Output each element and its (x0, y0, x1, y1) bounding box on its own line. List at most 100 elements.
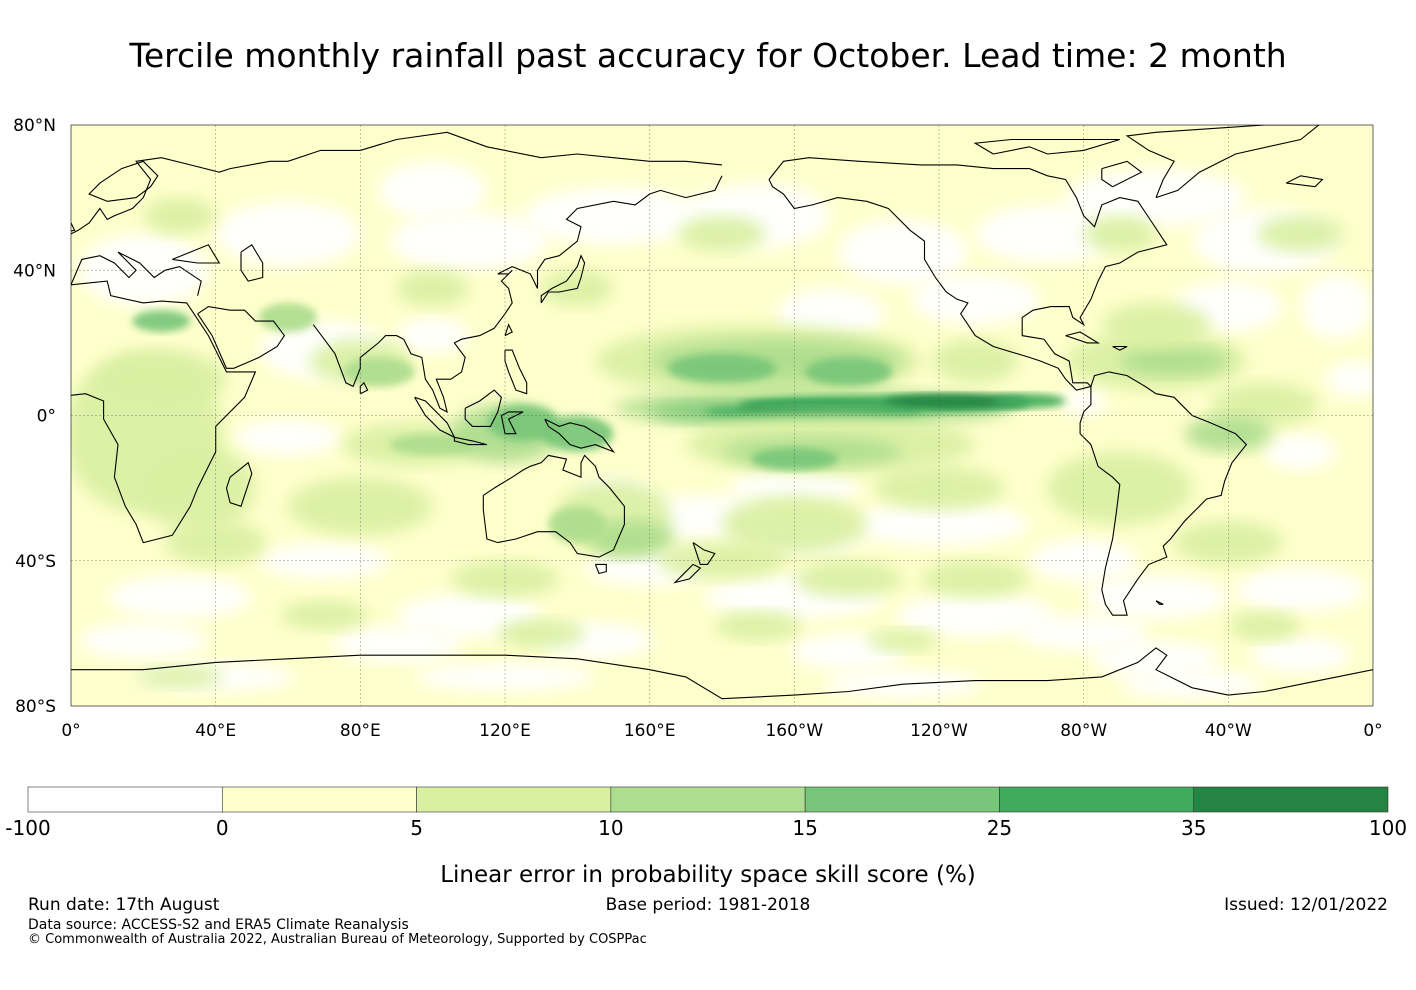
lat-tick-label: 80°S (15, 697, 56, 717)
negative-skill-region (378, 161, 487, 220)
positive-skill-region (1257, 215, 1345, 253)
coastline (403, 175, 723, 413)
positive-skill-region (143, 197, 216, 234)
colorbar-tick: 15 (792, 816, 817, 840)
map-canvas: 80°N 40°N 0° 40°S 80°S 0° 40°E 80°E 120°E 160°E 1… (13, 116, 1383, 741)
positive-skill-region (1228, 611, 1301, 641)
positive-skill-region (136, 666, 223, 688)
positive-skill-region (931, 339, 1019, 383)
negative-skill-region (1065, 168, 1247, 227)
lat-tick-label: 40°N (13, 261, 56, 281)
run-date: Run date: 17th August (28, 895, 220, 915)
colorbar-tick-labels: -100 0 5 10 15 25 35 100 (5, 816, 1407, 840)
negative-skill-region (1119, 669, 1265, 699)
negative-skill-region (1061, 386, 1106, 416)
negative-skill-region (1235, 568, 1366, 612)
coastline (312, 324, 404, 388)
negative-skill-region (331, 626, 462, 663)
colorbar-segments (27, 786, 1389, 813)
coastline (504, 323, 513, 337)
coastline (504, 349, 528, 395)
coastline (464, 389, 503, 427)
colorbar-tick: 10 (598, 816, 623, 840)
negative-skill-region (910, 273, 1041, 325)
colorbar-tick: 5 (410, 816, 423, 840)
lat-tick-label: 40°S (15, 552, 56, 572)
positive-skill-region (866, 629, 939, 652)
positive-skill-region (656, 542, 788, 579)
coastline (768, 157, 1168, 391)
colorbar: -100 0 5 10 15 25 35 100 (0, 775, 1416, 875)
coastline (71, 647, 1373, 700)
map-gridlines (71, 125, 1373, 706)
negative-skill-region (107, 575, 252, 619)
map-frame (70, 124, 1374, 707)
coastlines (71, 125, 1373, 700)
lon-tick-label: 40°E (195, 721, 236, 741)
positive-skill-region (132, 310, 191, 332)
positive-skill-region (794, 560, 903, 598)
lon-tick-label: 80°W (1060, 721, 1107, 741)
coastline (594, 563, 607, 575)
colorbar-segment (221, 786, 417, 813)
coastline (482, 454, 625, 558)
negative-skill-region (78, 622, 209, 659)
negative-skill-region (848, 502, 1030, 547)
positive-skill-region (805, 357, 892, 387)
coastline (172, 244, 221, 264)
lon-tick-label: 80°E (340, 721, 381, 741)
positive-skill-region (873, 466, 1005, 510)
latitude-labels: 80°N 40°N 0° 40°S 80°S (13, 116, 56, 717)
coastline (1065, 331, 1101, 344)
skill-map: 80°N 40°N 0° 40°S 80°S 0° 40°E 80°E 120°E 160°E 1… (0, 110, 1416, 750)
colorbar-tick: 25 (987, 816, 1012, 840)
lon-tick-label: 160°W (765, 721, 823, 741)
positive-skill-region (678, 215, 766, 253)
negative-skill-region (1325, 361, 1373, 398)
coastline (359, 381, 369, 395)
coastline (1101, 160, 1143, 188)
negative-skill-region (396, 317, 469, 354)
negative-skill-region (389, 212, 549, 271)
coastline (1112, 345, 1128, 351)
positive-skill-region (750, 448, 838, 470)
coastline (540, 254, 586, 304)
lat-tick-label: 80°N (13, 116, 56, 136)
coastline (71, 222, 76, 232)
colorbar-segment (610, 786, 806, 813)
negative-skill-region (1250, 637, 1352, 674)
positive-skill-region (722, 495, 867, 554)
lon-tick-label: 120°E (479, 721, 531, 741)
negative-skill-region (975, 204, 1120, 263)
negative-skill-region (233, 419, 343, 456)
lon-tick-label: 160°E (624, 721, 676, 741)
negative-skill-region (523, 186, 704, 245)
coastline (544, 418, 616, 454)
negative-skill-region (837, 219, 968, 285)
positive-skill-region (993, 393, 1066, 409)
negative-skill-region (895, 593, 1055, 638)
negative-skill-region (215, 201, 361, 267)
negative-skill-region (1264, 433, 1337, 470)
issued-date: Issued: 12/01/2022 (1224, 895, 1388, 915)
coastline (1079, 371, 1248, 616)
coastline (71, 131, 723, 235)
lon-tick-label: 40°W (1205, 721, 1252, 741)
copyright-notice: © Commonwealth of Australia 2022, Austra… (28, 932, 647, 947)
data-source: Data source: ACCESS-S2 and ERA5 Climate … (28, 917, 409, 933)
longitude-labels: 0° 40°E 80°E 120°E 160°E 160°W 120°W 80°W 40°W 0° (61, 721, 1382, 741)
positive-skill-region (280, 600, 368, 630)
coastline (1125, 125, 1320, 199)
positive-skill-region (259, 302, 317, 332)
positive-skill-region (396, 270, 469, 307)
positive-skill-region (884, 393, 1030, 409)
coastline (1285, 175, 1324, 188)
chart-title: Tercile monthly rainfall past accuracy f… (129, 36, 1287, 75)
colorbar-tick: 0 (216, 816, 229, 840)
positive-skill-region (342, 357, 415, 387)
lat-tick-label: 0° (37, 407, 56, 427)
coastline (71, 280, 257, 544)
colorbar-tick: 100 (1369, 816, 1407, 840)
colorbar-segment (999, 786, 1195, 813)
negative-skill-region (414, 662, 596, 692)
